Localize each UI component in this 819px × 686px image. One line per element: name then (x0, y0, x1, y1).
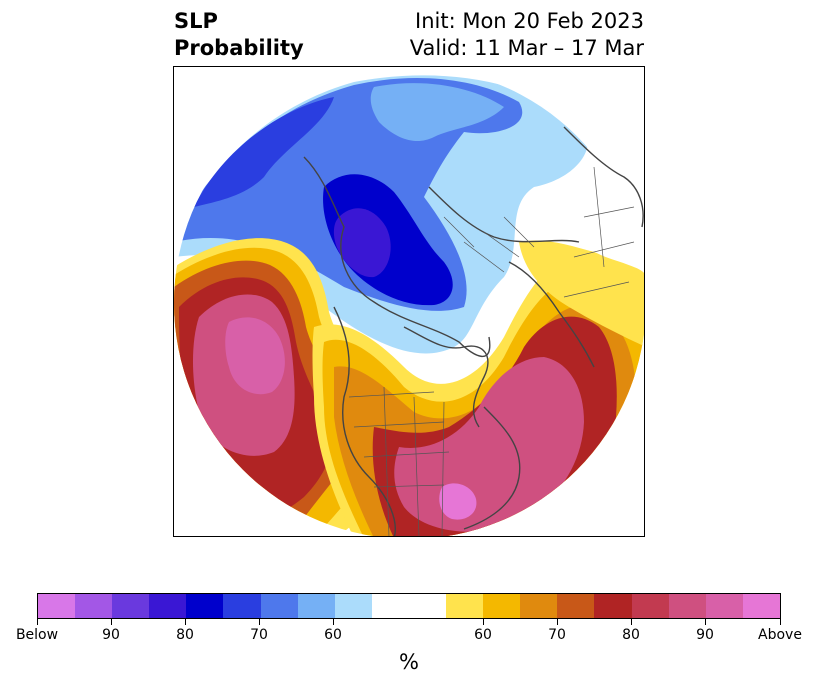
probability-field (174, 67, 644, 536)
polar-map (174, 67, 644, 536)
colorbar-tick-label: 60 (324, 627, 342, 643)
colorbar (37, 593, 781, 619)
colorbar-tick (780, 619, 781, 625)
colorbar-tick-label: 60 (474, 627, 492, 643)
above-pacific-core (225, 317, 285, 395)
colorbar-tick (483, 619, 484, 625)
colorbar-tick (37, 619, 38, 625)
below-region-light (370, 83, 504, 142)
colorbar-tick (333, 619, 334, 625)
colorbar-cell (149, 594, 187, 618)
above-eastasia-outer (519, 240, 644, 347)
colorbar-cell (483, 594, 521, 618)
below-region-inner (333, 208, 391, 278)
colorbar-tick (705, 619, 706, 625)
colorbar-tick-label: 70 (548, 627, 566, 643)
colorbar-tick-label: 90 (696, 627, 714, 643)
colorbar-tick-label: 80 (622, 627, 640, 643)
colorbar-cell (446, 594, 484, 618)
colorbar-cell (705, 594, 743, 618)
colorbar-cell (742, 594, 780, 618)
coastlines (303, 126, 644, 536)
colorbar-cell (186, 594, 224, 618)
title-line-1: SLP (174, 9, 218, 33)
colorbar-cell (668, 594, 706, 618)
colorbar-tick-label: 70 (250, 627, 268, 643)
colorbar-tick-label: Below (15, 627, 59, 643)
colorbar-cell (371, 594, 409, 618)
above-atlantic-core (439, 483, 477, 520)
colorbar-cell (112, 594, 150, 618)
valid-date: Valid: 11 Mar – 17 Mar (409, 36, 644, 60)
colorbar-unit: % (399, 650, 419, 674)
colorbar-cell (334, 594, 372, 618)
political-borders (348, 166, 635, 536)
colorbar-tick (259, 619, 260, 625)
colorbar-tick (557, 619, 558, 625)
colorbar-cell (520, 594, 558, 618)
colorbar-cell (223, 594, 261, 618)
map-title: SLP Probability (174, 8, 304, 62)
colorbar-cell (297, 594, 335, 618)
colorbar-tick-label: Above (758, 627, 802, 643)
colorbar-tick-label: 90 (102, 627, 120, 643)
colorbar-cell (408, 594, 447, 618)
colorbar-tick (631, 619, 632, 625)
colorbar-tick-label: 80 (176, 627, 194, 643)
colorbar-cell (631, 594, 669, 618)
colorbar-cell (38, 594, 76, 618)
init-date: Init: Mon 20 Feb 2023 (415, 9, 644, 33)
colorbar-tick (111, 619, 112, 625)
colorbar-cell (75, 594, 113, 618)
colorbar-cell (260, 594, 298, 618)
colorbar-tick (185, 619, 186, 625)
title-line-2: Probability (174, 36, 304, 60)
colorbar-cell (594, 594, 632, 618)
date-info: Init: Mon 20 Feb 2023 Valid: 11 Mar – 17… (410, 8, 644, 62)
below-region-80 (194, 97, 334, 207)
colorbar-cell (557, 594, 595, 618)
map-panel (173, 66, 645, 537)
